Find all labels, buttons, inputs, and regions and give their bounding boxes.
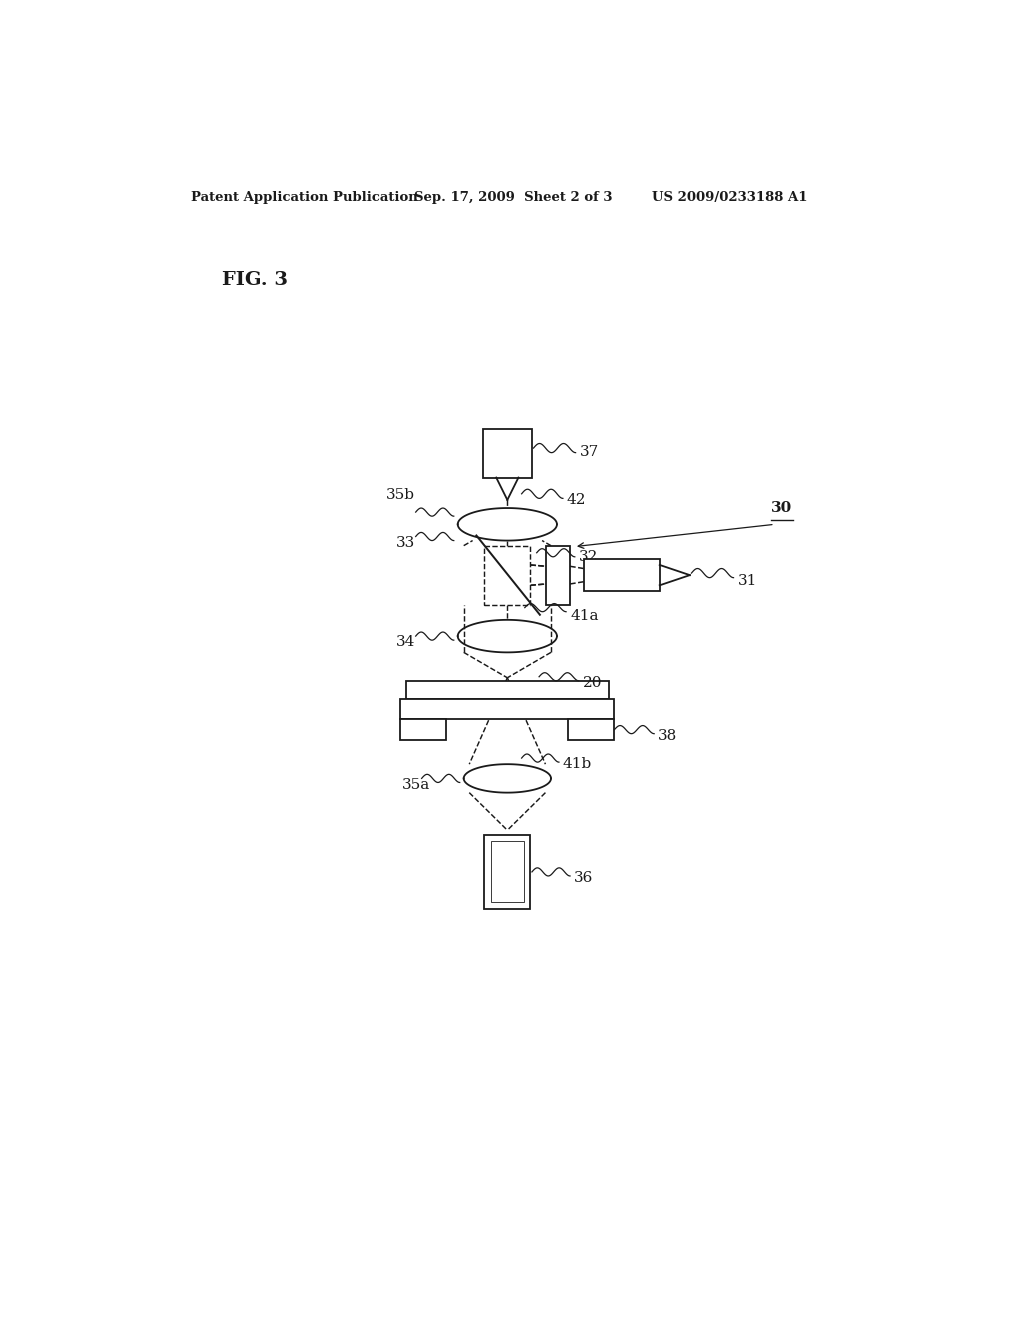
Bar (484, 545, 530, 605)
Text: 20: 20 (583, 676, 602, 690)
Bar (400, 719, 446, 739)
Bar (407, 681, 608, 700)
Text: 36: 36 (574, 871, 593, 886)
Text: 30: 30 (771, 502, 793, 515)
Text: 35b: 35b (385, 488, 415, 502)
Bar (484, 836, 530, 908)
Polygon shape (458, 508, 557, 541)
Polygon shape (464, 764, 551, 792)
Text: 31: 31 (737, 574, 757, 589)
Polygon shape (458, 620, 557, 652)
Text: 41a: 41a (570, 609, 599, 623)
Text: Patent Application Publication: Patent Application Publication (191, 190, 418, 203)
Text: 32: 32 (579, 550, 598, 564)
Bar (585, 558, 659, 591)
Bar (568, 719, 614, 739)
Text: 41b: 41b (563, 758, 592, 771)
Text: 33: 33 (396, 536, 415, 549)
Text: 35a: 35a (401, 777, 430, 792)
Text: 42: 42 (566, 492, 586, 507)
Text: US 2009/0233188 A1: US 2009/0233188 A1 (652, 190, 807, 203)
Bar (490, 841, 524, 903)
Bar (482, 429, 531, 478)
Text: 37: 37 (580, 445, 599, 459)
Text: Sep. 17, 2009  Sheet 2 of 3: Sep. 17, 2009 Sheet 2 of 3 (414, 190, 612, 203)
Text: 34: 34 (396, 635, 415, 649)
Bar (400, 700, 614, 719)
Text: 38: 38 (658, 729, 677, 743)
Text: FIG. 3: FIG. 3 (221, 272, 288, 289)
Bar (546, 545, 570, 605)
